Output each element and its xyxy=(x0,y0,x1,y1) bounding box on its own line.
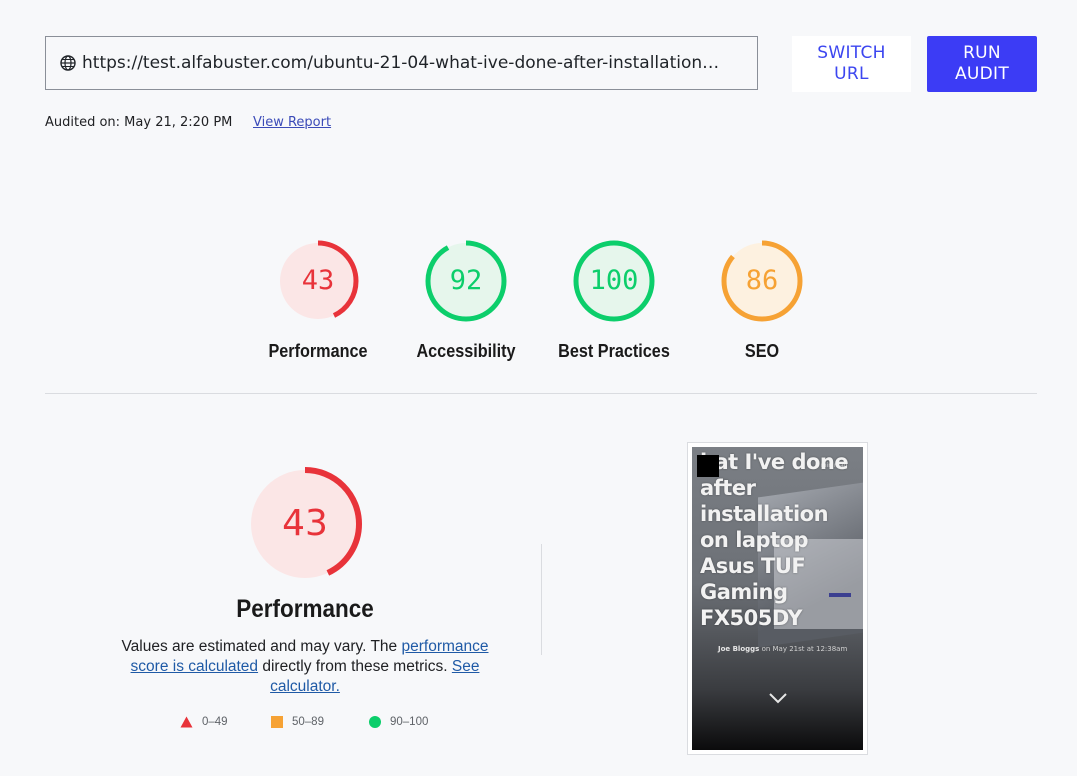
gauge-fill xyxy=(576,243,652,319)
screenshot-image: 5 min read hat I've done after installat… xyxy=(692,447,863,750)
chevron-down-icon xyxy=(769,693,787,704)
legend-pass-range: 90–100 xyxy=(390,716,429,728)
run-audit-button[interactable]: RUN AUDIT xyxy=(927,36,1037,92)
big-gauge-fill xyxy=(251,470,359,578)
run-audit-label-line1: RUN xyxy=(963,43,1001,63)
legend-average-range: 50–89 xyxy=(292,716,324,728)
gauge-score: 92 xyxy=(449,265,483,296)
desc-text-2: directly from these metrics. xyxy=(258,658,452,675)
performance-score-link[interactable]: performance score is calculated xyxy=(130,638,489,675)
legend-pass: 90–100 xyxy=(369,716,428,728)
laptop-screen-bar xyxy=(829,593,851,597)
switch-url-label-line1: SWITCH xyxy=(817,43,886,63)
gauge-arc xyxy=(721,240,803,322)
switch-url-button[interactable]: SWITCH URL xyxy=(792,36,911,92)
performance-description: Values are estimated and may vary. The p… xyxy=(108,637,502,697)
screenshot-corner-text: 5 min read xyxy=(815,462,848,469)
legend-fail: 0–49 xyxy=(180,716,228,728)
author-date: on May 21st at 12:38am xyxy=(759,645,848,653)
gauge-label-accessibility[interactable]: Accessibility xyxy=(416,341,516,361)
view-report-link[interactable]: View Report xyxy=(253,115,332,130)
section-divider xyxy=(45,393,1037,394)
big-gauge-arc xyxy=(248,467,362,581)
gauge-label-performance[interactable]: Performance xyxy=(268,341,368,361)
gauge-ring xyxy=(277,240,359,322)
triangle-icon xyxy=(180,716,193,728)
author-name: Joe Bloggs xyxy=(718,645,760,653)
gauge-performance[interactable]: 43 xyxy=(277,240,359,322)
legend-average: 50–89 xyxy=(271,716,324,728)
big-gauge-score: 43 xyxy=(282,503,328,544)
page-screenshot[interactable]: 5 min read hat I've done after installat… xyxy=(687,442,868,755)
gauge-arc xyxy=(573,240,655,322)
gauge-score: 43 xyxy=(301,265,335,296)
laptop-screen xyxy=(774,539,863,629)
performance-big-gauge: 43 xyxy=(248,467,362,581)
big-gauge-ring xyxy=(248,467,362,581)
calculator-link[interactable]: See calculator. xyxy=(270,658,480,695)
switch-url-label-line2: URL xyxy=(834,64,869,84)
url-text[interactable]: https://test.alfabuster.com/ubuntu-21-04… xyxy=(82,53,722,73)
gauge-fill xyxy=(428,243,504,319)
square-icon xyxy=(271,716,283,728)
circle-icon xyxy=(369,716,381,728)
gauge-label-best-practices[interactable]: Best Practices xyxy=(558,341,670,361)
gauge-seo[interactable]: 86 xyxy=(721,240,803,322)
site-logo xyxy=(697,455,719,477)
gauge-ring xyxy=(721,240,803,322)
performance-title: Performance xyxy=(236,595,374,623)
gauge-fill xyxy=(280,243,356,319)
gauge-fill xyxy=(724,243,800,319)
screenshot-title: hat I've done after installation on lapt… xyxy=(700,450,849,630)
vertical-divider xyxy=(541,544,542,655)
run-audit-label-line2: AUDIT xyxy=(954,64,1010,84)
gauge-ring xyxy=(573,240,655,322)
url-input[interactable]: https://test.alfabuster.com/ubuntu-21-04… xyxy=(45,36,758,90)
gauge-score: 86 xyxy=(745,265,779,296)
gauge-best-practices[interactable]: 100 xyxy=(573,240,655,322)
gauge-arc xyxy=(277,240,359,322)
gauge-label-seo[interactable]: SEO xyxy=(744,341,780,361)
legend-fail-range: 0–49 xyxy=(202,716,228,728)
gauge-score: 100 xyxy=(589,265,639,296)
audited-on: Audited on: May 21, 2:20 PM xyxy=(45,115,233,130)
gauge-ring xyxy=(425,240,507,322)
gauge-arc xyxy=(425,240,507,322)
desc-text-1: Values are estimated and may vary. The xyxy=(121,638,402,655)
screenshot-author: Joe Bloggs on May 21st at 12:38am xyxy=(718,645,847,653)
globe-icon xyxy=(60,55,76,71)
gauge-accessibility[interactable]: 92 xyxy=(425,240,507,322)
